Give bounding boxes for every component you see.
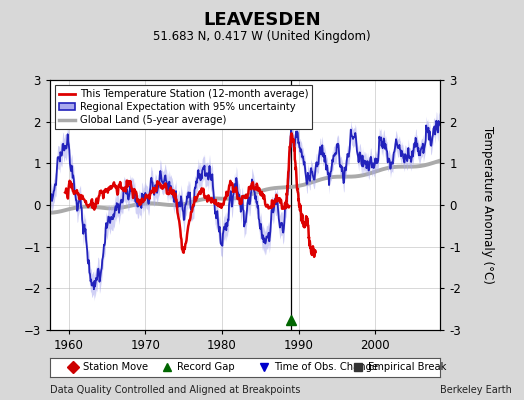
- Y-axis label: Temperature Anomaly (°C): Temperature Anomaly (°C): [481, 126, 494, 284]
- Text: LEAVESDEN: LEAVESDEN: [203, 11, 321, 29]
- Text: 51.683 N, 0.417 W (United Kingdom): 51.683 N, 0.417 W (United Kingdom): [153, 30, 371, 43]
- Text: Record Gap: Record Gap: [177, 362, 234, 372]
- Legend: This Temperature Station (12-month average), Regional Expectation with 95% uncer: This Temperature Station (12-month avera…: [55, 85, 312, 129]
- Text: Time of Obs. Change: Time of Obs. Change: [274, 362, 378, 372]
- Text: Empirical Break: Empirical Break: [368, 362, 446, 372]
- Text: Berkeley Earth: Berkeley Earth: [440, 385, 512, 395]
- Text: Data Quality Controlled and Aligned at Breakpoints: Data Quality Controlled and Aligned at B…: [50, 385, 300, 395]
- Text: Station Move: Station Move: [83, 362, 148, 372]
